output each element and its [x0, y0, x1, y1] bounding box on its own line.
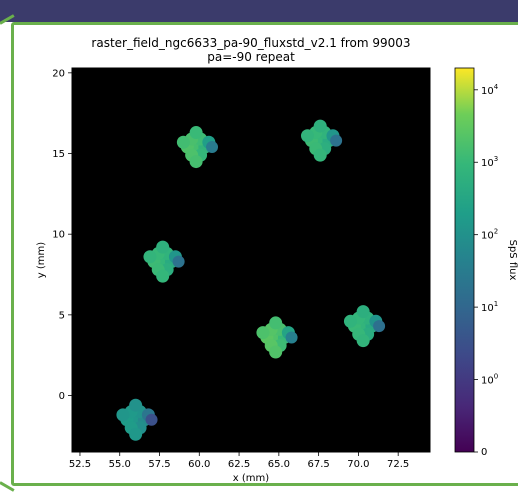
data-point [176, 135, 190, 149]
data-point [189, 126, 203, 140]
x-tick-label: 55.0 [109, 459, 131, 470]
colorbar-tick-label: 104 [481, 83, 499, 97]
y-tick-label: 20 [52, 68, 65, 79]
data-point [313, 148, 327, 162]
data-cluster [300, 119, 343, 162]
x-axis-label: x (mm) [233, 473, 269, 484]
data-point [313, 119, 327, 133]
data-point [129, 398, 143, 412]
data-point [269, 345, 283, 359]
x-tick-label: 60.0 [188, 459, 210, 470]
window-title-bar [0, 0, 518, 22]
data-point [343, 314, 357, 328]
y-tick-label: 15 [52, 149, 65, 160]
data-point [189, 155, 203, 169]
x-tick-label: 57.5 [148, 459, 170, 470]
data-point [206, 141, 219, 154]
y-axis-label: y (mm) [36, 242, 47, 278]
data-point [373, 320, 386, 333]
data-point [269, 316, 283, 330]
data-point [156, 269, 170, 283]
data-cluster [256, 316, 298, 359]
x-tick-label: 52.5 [69, 459, 91, 470]
data-cluster [176, 126, 219, 169]
colorbar-tick-label: 102 [481, 228, 498, 242]
colorbar [454, 67, 475, 453]
x-tick-label: 65.0 [268, 459, 290, 470]
colorbar-tick-label: 0 [481, 447, 487, 458]
chart-title-line1: raster_field_ngc6633_pa-90_fluxstd_v2.1 … [91, 36, 410, 50]
y-tick-label: 10 [52, 230, 65, 241]
plot-area [72, 68, 430, 452]
data-point [156, 240, 170, 254]
data-point [172, 255, 185, 268]
data-point [356, 334, 370, 348]
data-point [129, 427, 143, 441]
data-cluster [343, 305, 386, 348]
chart-title-line2: pa=-90 repeat [207, 50, 295, 64]
colorbar-tick-label: 100 [481, 373, 498, 387]
data-point [330, 134, 343, 147]
x-tick-label: 62.5 [228, 459, 250, 470]
data-point [143, 250, 157, 264]
data-point [300, 129, 314, 143]
colorbar-tick-label: 103 [481, 155, 498, 169]
x-tick-label: 67.5 [307, 459, 329, 470]
x-tick-label: 70.0 [347, 459, 369, 470]
data-point [145, 413, 158, 426]
data-cluster [143, 240, 185, 283]
data-cluster [116, 398, 158, 441]
colorbar-label: SpS flux [507, 240, 518, 281]
data-point [116, 408, 130, 422]
plot-border [71, 67, 431, 453]
data-point [256, 326, 270, 340]
data-point [356, 305, 370, 319]
x-tick-label: 72.5 [387, 459, 409, 470]
y-tick-label: 5 [59, 310, 65, 321]
colorbar-tick-label: 101 [481, 300, 498, 314]
data-point [285, 331, 298, 344]
y-tick-label: 0 [59, 391, 65, 402]
